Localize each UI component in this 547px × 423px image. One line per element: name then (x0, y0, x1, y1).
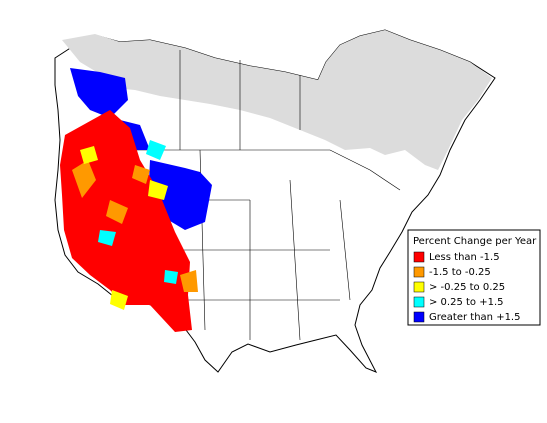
legend-label: Less than -1.5 (429, 252, 500, 263)
legend: Percent Change per Year Less than -1.5 -1… (407, 229, 541, 326)
legend-label: -1.5 to -0.25 (429, 267, 491, 278)
legend-swatch (413, 266, 425, 278)
region-blue (70, 68, 212, 230)
region-red (60, 110, 192, 332)
legend-swatch (413, 296, 425, 308)
legend-label: > 0.25 to +1.5 (429, 297, 504, 308)
legend-swatch (413, 311, 425, 323)
legend-swatch (413, 251, 425, 263)
legend-swatch (413, 281, 425, 293)
legend-box (407, 229, 541, 326)
legend-label: > -0.25 to 0.25 (429, 282, 505, 293)
region-yellow (80, 146, 168, 310)
legend-title: Percent Change per Year (413, 236, 537, 247)
no-data-region (62, 30, 492, 170)
legend-label: Greater than +1.5 (429, 312, 520, 323)
region-orange (72, 160, 198, 292)
